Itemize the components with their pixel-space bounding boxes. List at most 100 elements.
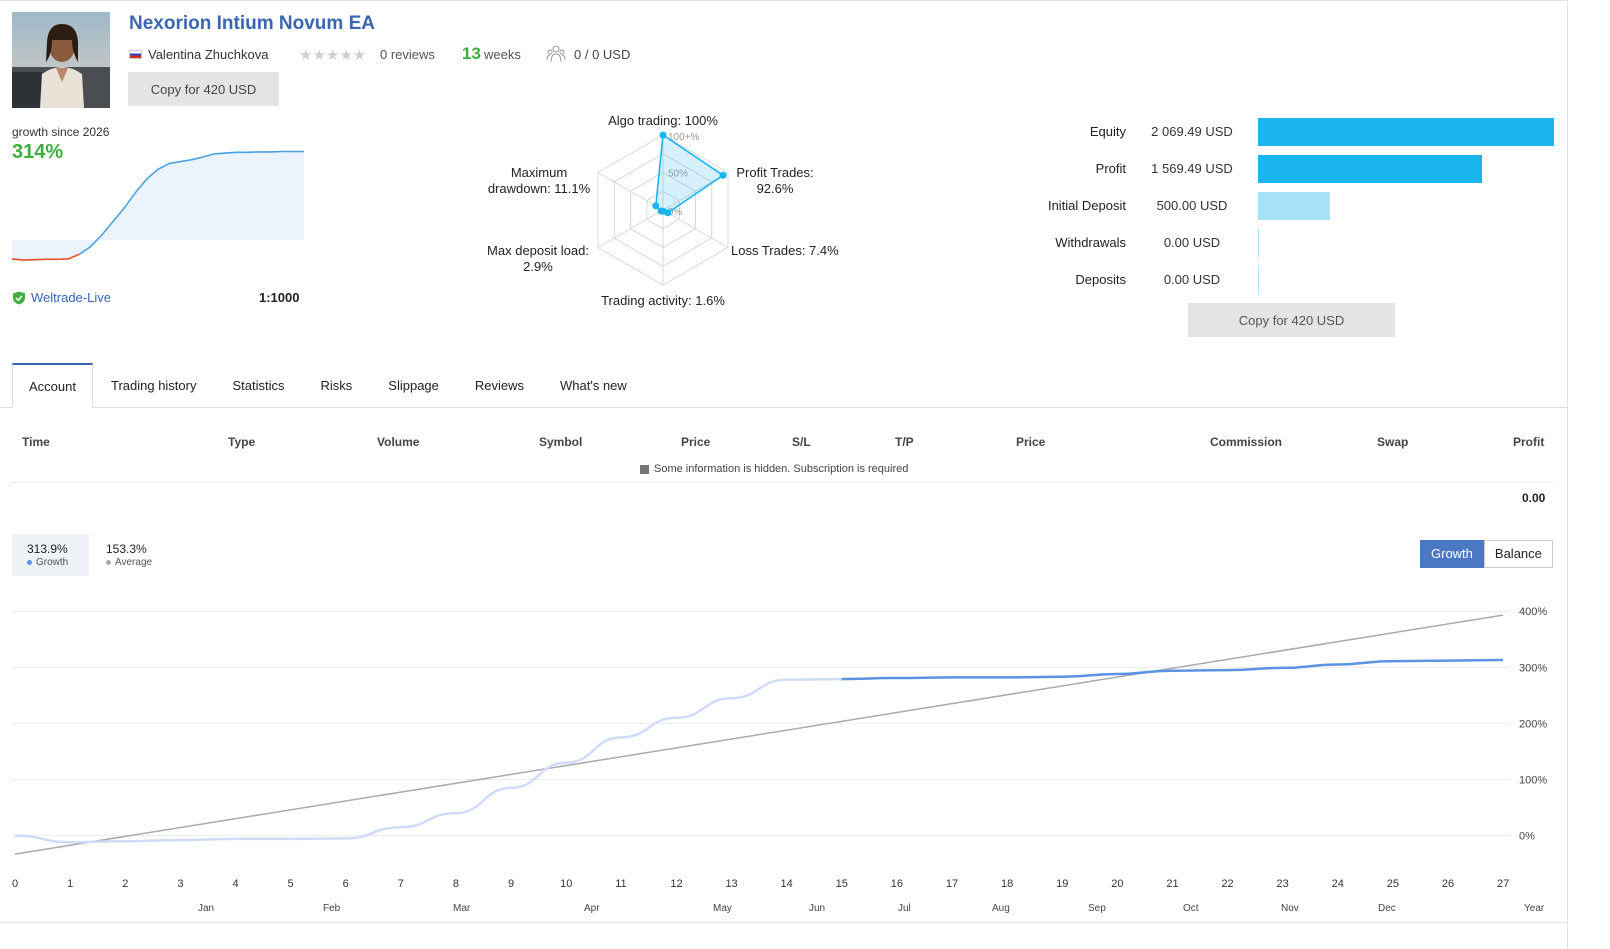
growth-series-line-history	[14, 677, 842, 844]
radar-tick-label: 0%	[668, 207, 683, 218]
growth-series-line	[841, 658, 1504, 681]
bar-label-withdrawals: Withdrawals	[1055, 235, 1126, 250]
growth-line-chart: 400%300%200%100%0%0 1 2 3 4 5 6 7 8 9 10 11 12 13 14 15…	[12, 606, 1547, 914]
column-header-s-l[interactable]: S/L	[792, 435, 811, 449]
x-tick-label: 20	[1111, 878, 1123, 890]
x-tick-label: 13	[725, 878, 737, 890]
author-row[interactable]: Valentina Zhuchkova	[129, 47, 268, 62]
bar-profit	[1258, 155, 1483, 183]
legend-growth-value: 313.9%	[27, 542, 68, 556]
leverage-value: 1:1000	[259, 290, 300, 305]
radar-label-activity: Trading activity: 1.6%	[601, 293, 725, 308]
column-header-type[interactable]: Type	[228, 435, 256, 449]
x-tick-label: 2	[122, 878, 128, 890]
mini-growth-chart	[12, 150, 304, 261]
x-tick-label: 11	[615, 878, 626, 890]
author-avatar[interactable]	[12, 12, 110, 108]
average-dot-icon	[106, 560, 111, 565]
radar-label-loss-trades: Loss Trades: 7.4%	[731, 243, 839, 258]
column-header-price[interactable]: Price	[681, 435, 711, 449]
tabs-divider	[0, 407, 1568, 408]
month-label: Dec	[1378, 903, 1396, 914]
growth-toggle-button[interactable]: Growth	[1420, 540, 1484, 568]
tab-statistics[interactable]: Statistics	[232, 378, 285, 393]
x-tick-label: 0	[12, 878, 18, 890]
radar-spoke	[597, 172, 664, 211]
broker-name[interactable]: Weltrade-Live	[31, 290, 111, 305]
x-tick-label: 6	[343, 878, 349, 890]
balance-toggle-button[interactable]: Balance	[1483, 540, 1553, 568]
legend-growth[interactable]: 313.9% Growth	[12, 534, 89, 576]
month-label: Jul	[898, 903, 911, 914]
x-tick-label: 25	[1387, 878, 1399, 890]
month-label: Jun	[809, 903, 825, 914]
growth-value: 314%	[12, 141, 64, 163]
hidden-info-note: Some information is hidden. Subscription…	[640, 463, 908, 475]
tab-slippage[interactable]: Slippage	[388, 378, 439, 393]
month-label: May	[713, 903, 732, 914]
month-label: Nov	[1281, 903, 1299, 914]
bar-value-initial-deposit: 500.00 USD	[1156, 198, 1228, 213]
radar-dd-value: drawdown: 11.1%	[487, 181, 591, 196]
weeks-number: 13	[462, 44, 481, 63]
month-label: Feb	[323, 903, 341, 914]
y-tick-label: 300%	[1519, 662, 1547, 674]
tab-reviews[interactable]: Reviews	[474, 378, 525, 393]
radar-load-value: 2.9%	[523, 259, 553, 274]
bar-initial-deposit	[1258, 192, 1330, 220]
y-tick-label: 0%	[1519, 831, 1535, 843]
reviews-count[interactable]: 0 reviews	[380, 47, 435, 62]
month-label: Apr	[584, 903, 600, 914]
y-tick-label: 400%	[1519, 606, 1547, 618]
radar-profit-text: Profit Trades:	[736, 165, 814, 180]
tabs-bar: Account Trading history Statistics Risks Sli…	[12, 363, 645, 408]
bar-label-initial-deposit: Initial Deposit	[1047, 198, 1126, 213]
radar-label-profit-trades: Profit Trades: 92.6%	[728, 165, 822, 197]
y-tick-label: 100%	[1519, 774, 1547, 786]
y-tick-label: 200%	[1519, 718, 1547, 730]
tab-account[interactable]: Account	[12, 363, 93, 408]
bar-value-deposits: 0.00 USD	[1163, 272, 1221, 287]
column-header-swap[interactable]: Swap	[1377, 435, 1409, 449]
radar-point	[659, 131, 667, 139]
column-header-symbol[interactable]: Symbol	[539, 435, 583, 449]
radar-load-text: Max deposit load:	[487, 243, 589, 258]
tab-what-s-new[interactable]: What's new	[560, 378, 627, 393]
radar-tick-label: 100+%	[668, 132, 700, 143]
x-tick-label: 22	[1221, 878, 1233, 890]
radar-dd-text: Maximum	[510, 165, 568, 180]
chart-mode-toggle: Growth Balance	[1420, 540, 1553, 568]
legend-average-value: 153.3%	[106, 542, 147, 556]
tab-trading-history[interactable]: Trading history	[110, 378, 197, 393]
x-tick-label: 16	[891, 878, 903, 890]
radar-point	[657, 207, 665, 215]
x-tick-label: 17	[946, 878, 958, 890]
x-tick-label: 18	[1001, 878, 1013, 890]
copy-signal-button-secondary[interactable]: Copy for 420 USD	[1188, 303, 1395, 337]
legend-average-sub: Average	[106, 557, 152, 568]
radar-value-area	[654, 133, 725, 214]
copy-signal-button[interactable]: Copy for 420 USD	[128, 72, 279, 106]
author-name[interactable]: Valentina Zhuchkova	[148, 47, 269, 62]
column-header-time[interactable]: Time	[22, 435, 50, 449]
column-header-volume[interactable]: Volume	[377, 435, 420, 449]
bar-value-equity: 2 069.49 USD	[1151, 124, 1233, 139]
tab-risks[interactable]: Risks	[320, 378, 353, 393]
verified-shield-icon	[13, 291, 25, 304]
broker-server[interactable]: Weltrade-Live	[12, 290, 111, 305]
x-tick-label: 7	[398, 878, 404, 890]
product-title[interactable]: Nexorion Intium Novum EA	[129, 13, 375, 34]
column-header-profit[interactable]: Profit	[1513, 435, 1545, 449]
bottom-border	[0, 922, 1568, 923]
column-header-t-p[interactable]: T/P	[895, 435, 914, 449]
radar-profit-value: 92.6%	[756, 181, 794, 196]
column-header-commission[interactable]: Commission	[1210, 435, 1283, 449]
radar-spoke	[662, 209, 729, 248]
x-tick-label: 1	[67, 878, 73, 890]
x-tick-label: 27	[1497, 878, 1509, 890]
total-profit: 0.00	[1522, 491, 1546, 505]
legend-average[interactable]: 153.3% Average	[106, 542, 152, 568]
column-header-price[interactable]: Price	[1016, 435, 1046, 449]
subscribers-icon	[546, 45, 566, 63]
radar-label-load: Max deposit load: 2.9%	[478, 243, 598, 275]
